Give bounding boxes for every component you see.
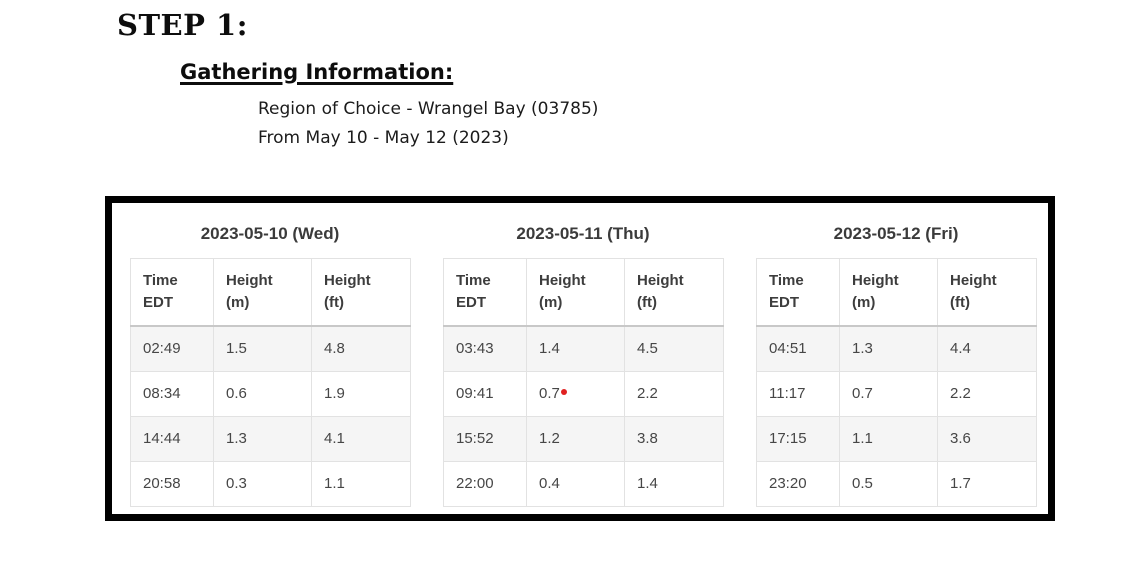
column-header-height-m: Height (m) xyxy=(213,258,312,327)
height-ft-cell: 4.4 xyxy=(937,325,1037,372)
tide-data-table: Time EDT Height (m) Height (ft) 03:43 1.… xyxy=(443,258,724,507)
tide-table-thu: 2023-05-11 (Thu) Time EDT Height (m) Hei… xyxy=(443,216,724,514)
height-m-cell: 1.3 xyxy=(213,416,312,462)
section-title: Gathering Information: xyxy=(180,60,454,84)
table-row: 04:51 1.3 4.4 xyxy=(756,325,1037,372)
table-title: 2023-05-10 (Wed) xyxy=(200,224,340,243)
time-cell: 09:41 xyxy=(443,371,527,417)
tide-table-fri: 2023-05-12 (Fri) Time EDT Height (m) Hei… xyxy=(756,216,1037,514)
height-m-cell: 1.1 xyxy=(839,416,938,462)
time-cell: 03:43 xyxy=(443,325,527,372)
height-ft-cell: 2.2 xyxy=(937,371,1037,417)
time-cell: 20:58 xyxy=(130,461,214,507)
time-cell: 17:15 xyxy=(756,416,840,462)
red-dot-icon xyxy=(560,389,567,395)
table-row: 22:00 0.4 1.4 xyxy=(443,461,724,507)
table-row: 20:58 0.3 1.1 xyxy=(130,461,411,507)
column-header-time: Time EDT xyxy=(130,258,214,327)
step-title: STEP 1: xyxy=(117,8,248,42)
height-m-cell: 0.4 xyxy=(526,461,625,507)
table-title: 2023-05-12 (Fri) xyxy=(833,224,959,243)
height-m-cell: 0.6 xyxy=(213,371,312,417)
tide-tables-box: 2023-05-10 (Wed) Time EDT Height (m) Hei… xyxy=(105,196,1055,521)
column-header-height-m: Height (m) xyxy=(526,258,625,327)
time-cell: 11:17 xyxy=(756,371,840,417)
column-header-height-ft: Height (ft) xyxy=(311,258,411,327)
height-m-cell: 0.7 xyxy=(526,371,625,417)
tide-table-wed: 2023-05-10 (Wed) Time EDT Height (m) Hei… xyxy=(130,216,411,514)
date-line: From May 10 - May 12 (2023) xyxy=(258,128,509,148)
table-row: 14:44 1.3 4.1 xyxy=(130,416,411,462)
header-row: Time EDT Height (m) Height (ft) xyxy=(130,258,411,327)
time-cell: 04:51 xyxy=(756,325,840,372)
height-ft-cell: 3.8 xyxy=(624,416,724,462)
height-m-cell: 1.2 xyxy=(526,416,625,462)
table-row: 11:17 0.7 2.2 xyxy=(756,371,1037,417)
height-m-cell: 1.4 xyxy=(526,325,625,372)
table-row: 23:20 0.5 1.7 xyxy=(756,461,1037,507)
height-ft-cell: 4.5 xyxy=(624,325,724,372)
table-row: 02:49 1.5 4.8 xyxy=(130,325,411,372)
height-ft-cell: 4.8 xyxy=(311,325,411,372)
height-ft-cell: 1.4 xyxy=(624,461,724,507)
height-m-cell: 1.3 xyxy=(839,325,938,372)
tide-data-table: Time EDT Height (m) Height (ft) 02:49 1.… xyxy=(130,258,411,507)
table-row: 08:34 0.6 1.9 xyxy=(130,371,411,417)
header-row: Time EDT Height (m) Height (ft) xyxy=(756,258,1037,327)
region-line: Region of Choice - Wrangel Bay (03785) xyxy=(258,99,599,119)
time-cell: 15:52 xyxy=(443,416,527,462)
height-m-value: 0.7 xyxy=(539,385,560,402)
header-row: Time EDT Height (m) Height (ft) xyxy=(443,258,724,327)
height-m-cell: 0.3 xyxy=(213,461,312,507)
table-title: 2023-05-11 (Thu) xyxy=(516,224,650,243)
column-header-time: Time EDT xyxy=(756,258,840,327)
column-header-height-ft: Height (ft) xyxy=(624,258,724,327)
column-header-time: Time EDT xyxy=(443,258,527,327)
column-header-height-m: Height (m) xyxy=(839,258,938,327)
time-cell: 22:00 xyxy=(443,461,527,507)
table-row: 03:43 1.4 4.5 xyxy=(443,325,724,372)
height-ft-cell: 3.6 xyxy=(937,416,1037,462)
tide-data-table: Time EDT Height (m) Height (ft) 04:51 1.… xyxy=(756,258,1037,507)
table-row: 17:15 1.1 3.6 xyxy=(756,416,1037,462)
height-ft-cell: 4.1 xyxy=(311,416,411,462)
height-ft-cell: 1.7 xyxy=(937,461,1037,507)
height-ft-cell: 1.9 xyxy=(311,371,411,417)
table-row: 15:52 1.2 3.8 xyxy=(443,416,724,462)
column-header-height-ft: Height (ft) xyxy=(937,258,1037,327)
time-cell: 23:20 xyxy=(756,461,840,507)
height-m-cell: 1.5 xyxy=(213,325,312,372)
height-ft-cell: 1.1 xyxy=(311,461,411,507)
height-m-cell: 0.7 xyxy=(839,371,938,417)
height-ft-cell: 2.2 xyxy=(624,371,724,417)
time-cell: 14:44 xyxy=(130,416,214,462)
height-m-cell: 0.5 xyxy=(839,461,938,507)
time-cell: 02:49 xyxy=(130,325,214,372)
time-cell: 08:34 xyxy=(130,371,214,417)
table-row: 09:41 0.7 2.2 xyxy=(443,371,724,417)
